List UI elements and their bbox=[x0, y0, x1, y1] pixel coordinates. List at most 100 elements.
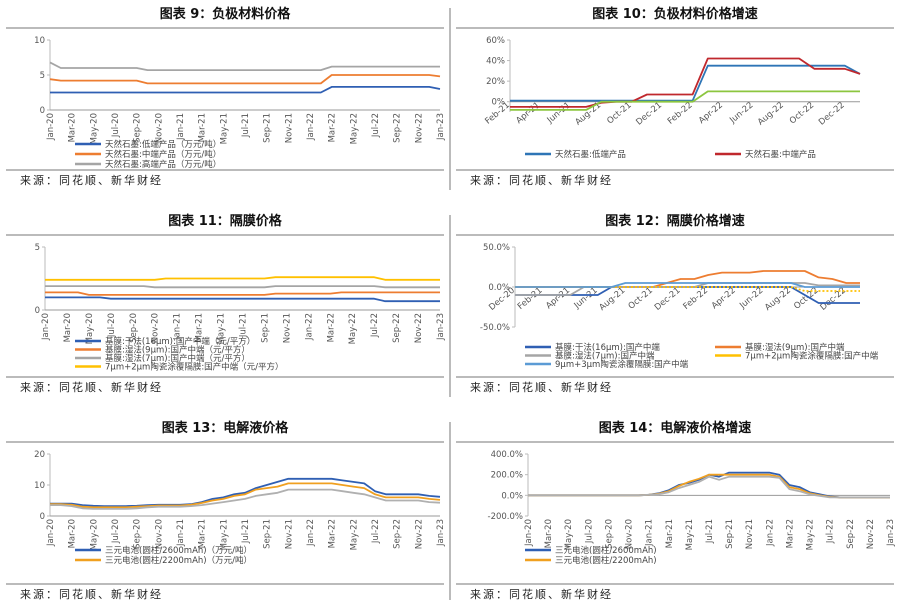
x-tick-label: Jan-23 bbox=[436, 519, 446, 547]
x-tick-label: Mar-21 bbox=[665, 519, 675, 548]
legend-label: 天然石墨:中端产品（万元/吨） bbox=[105, 149, 221, 160]
legend-label: 天然石墨:中端产品 bbox=[745, 149, 816, 160]
x-tick-label: Nov-22 bbox=[414, 313, 424, 343]
x-tick-label: Sep-21 bbox=[263, 519, 273, 549]
x-tick-label: Sep-22 bbox=[393, 113, 403, 143]
series-line bbox=[50, 477, 441, 507]
y-tick-label: 10 bbox=[34, 481, 45, 491]
x-tick-label: Sep-21 bbox=[725, 519, 735, 549]
legend-label: 基膜:干法(16μm):国产中端（元/平方） bbox=[105, 336, 255, 347]
x-tick-label: Jul-21 bbox=[239, 313, 249, 338]
x-tick-label: Dec-22 bbox=[818, 286, 848, 313]
source-note: 来源：同花顺、新华财经 bbox=[470, 380, 613, 394]
x-tick-label: Nov-21 bbox=[745, 519, 755, 549]
chart-title: 图表 9：负极材料价格 bbox=[160, 6, 292, 22]
legend-label: 基膜:湿法(9μm):国产中端 bbox=[745, 342, 845, 353]
x-tick-label: Sep-21 bbox=[263, 113, 273, 143]
series-line bbox=[45, 296, 440, 303]
x-tick-label: Jan-20 bbox=[524, 519, 534, 547]
legend-label: 天然石墨:低端产品（万元/吨） bbox=[105, 139, 221, 150]
legend-label: 三元电池(圆柱/2600mAh) bbox=[555, 545, 657, 556]
x-tick-label: Sep-20 bbox=[133, 519, 143, 549]
series-line bbox=[510, 90, 860, 111]
x-tick-label: Mar-21 bbox=[198, 113, 208, 142]
x-tick-label: Jan-21 bbox=[176, 519, 186, 547]
x-tick-label: Feb-22 bbox=[666, 100, 695, 126]
source-note: 来源：同花顺、新华财经 bbox=[20, 173, 163, 187]
x-tick-label: Dec-21 bbox=[653, 286, 683, 313]
x-tick-label: Nov-20 bbox=[151, 313, 161, 343]
x-tick-label: Mar-20 bbox=[544, 519, 554, 548]
x-tick-label: Jul-21 bbox=[241, 113, 251, 138]
x-tick-label: Dec-21 bbox=[634, 100, 664, 127]
x-tick-label: Sep-20 bbox=[604, 519, 614, 549]
chart-title: 图表 12：隔膜价格增速 bbox=[605, 213, 745, 229]
x-tick-label: Jul-22 bbox=[826, 519, 836, 544]
x-tick-label: Jun-22 bbox=[737, 286, 765, 312]
x-tick-label: Jul-21 bbox=[705, 519, 715, 544]
series-line bbox=[49, 61, 440, 71]
x-tick-label: Jan-23 bbox=[436, 113, 446, 141]
x-tick-label: Mar-21 bbox=[195, 313, 205, 342]
x-tick-label: Jun-21 bbox=[545, 100, 573, 126]
x-tick-label: Aug-21 bbox=[598, 286, 628, 313]
x-tick-label: Nov-21 bbox=[284, 113, 294, 143]
x-tick-label: May-21 bbox=[217, 313, 227, 344]
legend-label: 基膜:湿法(7μm):国产中端 bbox=[555, 351, 655, 362]
y-tick-label: -50.0% bbox=[480, 323, 510, 333]
y-tick-label: 50.0% bbox=[483, 243, 510, 253]
x-tick-label: Jul-21 bbox=[241, 519, 251, 544]
source-note: 来源：同花顺、新华财经 bbox=[470, 587, 613, 600]
series-line bbox=[49, 74, 441, 85]
legend-label: 7μm+2μm陶瓷涂覆隔膜:国产中端 bbox=[745, 351, 879, 362]
x-tick-label: Sep-21 bbox=[260, 313, 270, 343]
x-tick-label: Apr-22 bbox=[710, 286, 738, 312]
x-tick-label: Nov-22 bbox=[414, 113, 424, 143]
x-tick-label: Jun-22 bbox=[727, 100, 755, 126]
x-tick-label: May-22 bbox=[349, 519, 359, 550]
x-tick-label: Nov-20 bbox=[625, 519, 635, 549]
x-tick-label: May-22 bbox=[349, 113, 359, 144]
x-tick-label: Aug-22 bbox=[756, 100, 786, 127]
x-tick-label: Mar-20 bbox=[68, 113, 78, 142]
y-tick-label: 400.0% bbox=[491, 450, 523, 460]
series-line bbox=[50, 482, 441, 509]
x-tick-label: Mar-20 bbox=[68, 519, 78, 548]
x-tick-label: Nov-21 bbox=[282, 313, 292, 343]
chart-title: 图表 14：电解液价格增速 bbox=[599, 420, 752, 436]
legend-label: 三元电池(圆柱/2200mAh)（万元/吨） bbox=[105, 555, 252, 566]
y-tick-label: 200.0% bbox=[491, 471, 523, 481]
y-tick-label: 0 bbox=[35, 306, 40, 316]
series-line bbox=[528, 475, 890, 499]
x-tick-label: Aug-22 bbox=[763, 286, 793, 313]
x-tick-label: May-22 bbox=[348, 313, 358, 344]
y-tick-label: 0 bbox=[40, 106, 45, 116]
y-tick-label: 0.0% bbox=[488, 283, 510, 293]
series-line bbox=[528, 473, 890, 499]
legend-label: 基膜:湿法(9μm):国产中端（元/平方） bbox=[105, 345, 250, 356]
series-line bbox=[510, 57, 861, 108]
source-note: 来源：同花顺、新华财经 bbox=[470, 173, 613, 187]
x-tick-label: Mar-22 bbox=[785, 519, 795, 548]
legend-label: 7μm+2μm陶瓷涂覆隔膜:国产中端（元/平方） bbox=[105, 362, 284, 373]
y-tick-label: 5 bbox=[40, 71, 45, 81]
x-tick-label: Jul-20 bbox=[111, 519, 121, 544]
x-tick-label: Sep-20 bbox=[129, 313, 139, 343]
x-tick-label: Jan-20 bbox=[46, 519, 56, 547]
x-tick-label: Mar-22 bbox=[326, 313, 336, 342]
x-tick-label: Apr-21 bbox=[544, 286, 572, 312]
series-line bbox=[510, 64, 861, 102]
x-tick-label: Jan-22 bbox=[306, 519, 316, 547]
x-tick-label: Jan-22 bbox=[306, 113, 316, 141]
x-tick-label: May-20 bbox=[89, 113, 99, 144]
x-tick-label: Aug-21 bbox=[573, 100, 603, 127]
x-tick-label: Feb-21 bbox=[516, 286, 545, 312]
y-tick-label: 40% bbox=[486, 57, 505, 67]
x-tick-label: Jul-20 bbox=[111, 113, 121, 138]
x-tick-label: Nov-20 bbox=[154, 113, 164, 143]
source-note: 来源：同花顺、新华财经 bbox=[20, 380, 163, 394]
legend-label: 9μm+3μm陶瓷涂覆隔膜:国产中端 bbox=[555, 359, 689, 370]
x-tick-label: Jul-22 bbox=[370, 313, 380, 338]
x-tick-label: May-20 bbox=[89, 519, 99, 550]
x-tick-label: Mar-20 bbox=[63, 313, 73, 342]
